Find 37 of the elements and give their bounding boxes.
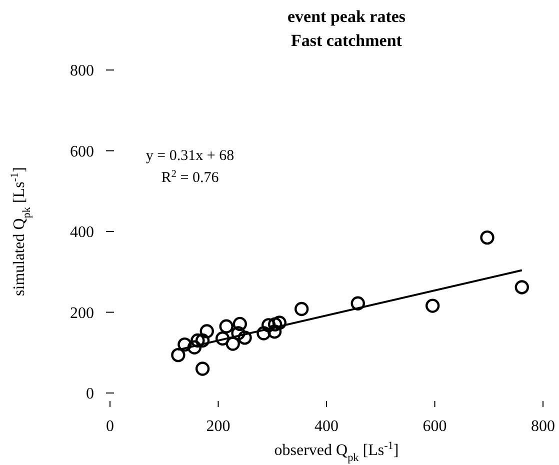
point xyxy=(238,330,252,345)
annotation: R$^{2}$ = 0.76 xyxy=(161,168,220,186)
point xyxy=(272,316,287,330)
point xyxy=(171,348,186,362)
point xyxy=(350,296,365,310)
point xyxy=(226,336,240,351)
x-tick-label: 0 xyxy=(106,418,114,435)
point xyxy=(187,340,202,354)
point xyxy=(190,333,205,348)
point xyxy=(195,333,210,348)
chart-subtitle: Fast catchment xyxy=(291,31,402,50)
annotation: y = 0.31x + 68 xyxy=(146,148,234,164)
x-axis-title: observed Q$_{pk}$ [Ls$^{-1}$] xyxy=(274,440,399,464)
point xyxy=(268,317,282,332)
y-tick-label: 400 xyxy=(70,224,94,242)
point xyxy=(178,337,192,352)
y-tick-label: 600 xyxy=(70,143,94,160)
point xyxy=(195,362,210,376)
x-tick-label: 400 xyxy=(314,418,338,435)
point xyxy=(514,280,529,294)
point xyxy=(267,324,282,339)
x-tick-label: 800 xyxy=(531,418,555,435)
point xyxy=(480,230,494,245)
x-tick-label: 600 xyxy=(422,418,447,435)
y-tick-label: 0 xyxy=(86,386,94,403)
y-tick-label: 800 xyxy=(70,62,94,80)
x-tick-label: 200 xyxy=(206,418,230,435)
point xyxy=(215,331,230,346)
point xyxy=(232,316,247,332)
point xyxy=(231,326,246,340)
point xyxy=(425,298,440,313)
point xyxy=(200,324,214,338)
chart-title: event peak rates xyxy=(287,7,406,26)
point xyxy=(294,302,309,316)
point xyxy=(219,319,234,334)
y-tick-label: 200 xyxy=(70,304,94,322)
point xyxy=(256,326,271,340)
